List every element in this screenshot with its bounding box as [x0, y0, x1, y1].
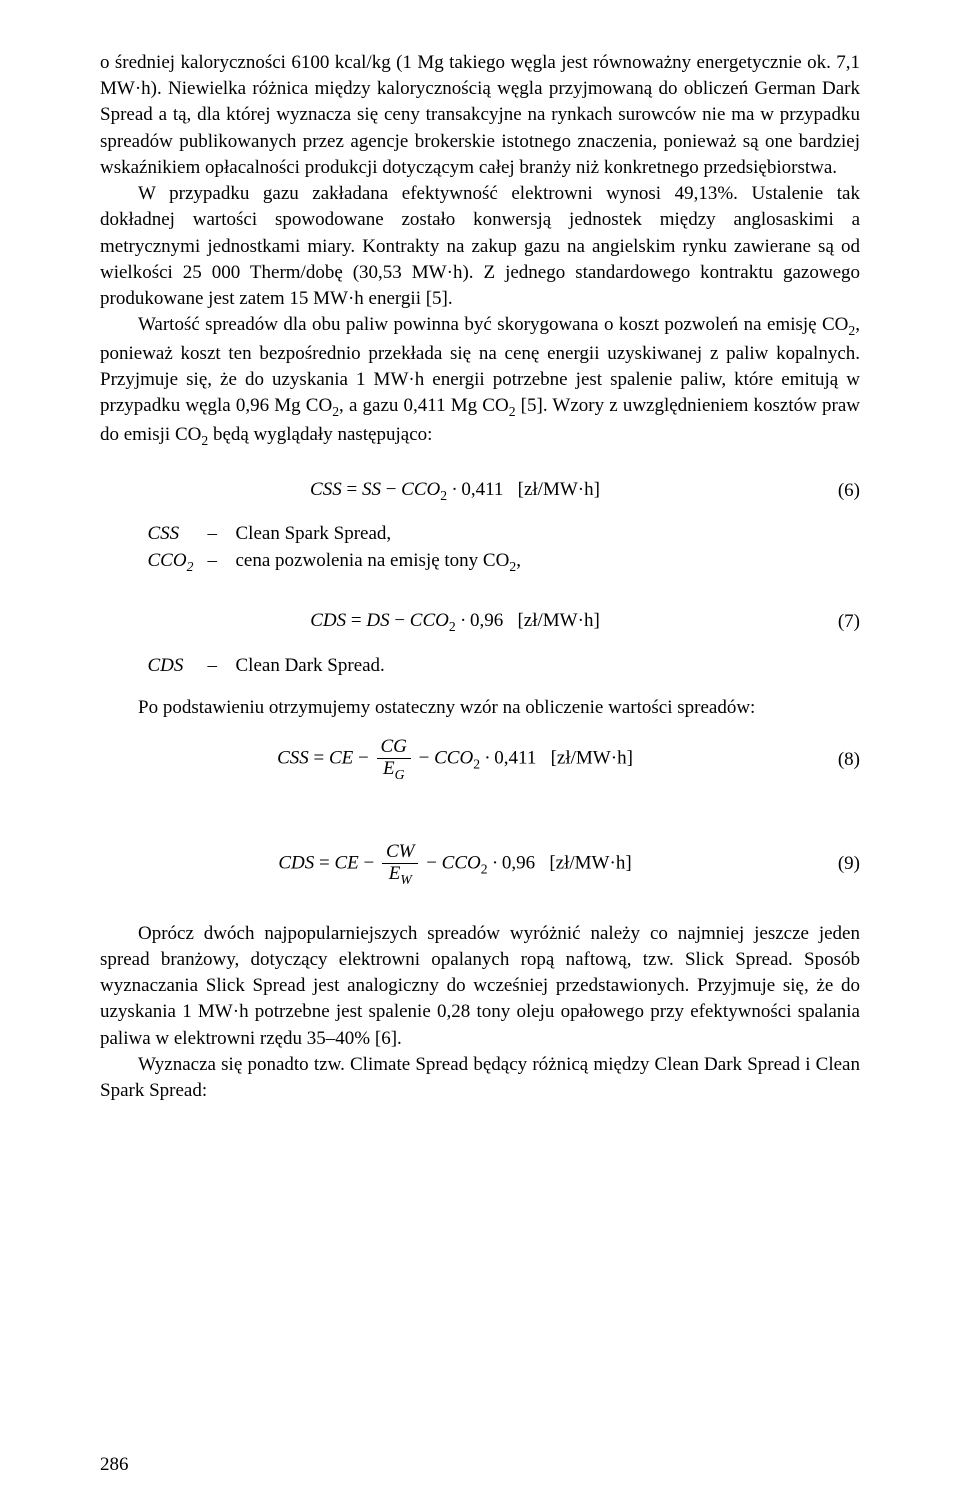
definition-list: CSS – Clean Spark Spread, CCO2 – cena po…: [148, 521, 861, 576]
equation-8: CSS = CE − CG EG − CCO2 · 0,411 [zł/MW·h…: [100, 737, 860, 782]
body-paragraph: Wartość spreadów dla obu paliw powinna b…: [100, 312, 860, 450]
body-paragraph: Po podstawieniu otrzymujemy ostateczny w…: [100, 695, 860, 721]
definition-symbol: CSS: [148, 521, 208, 547]
symbol-text: CCO: [148, 550, 187, 571]
definition-dash: –: [208, 653, 236, 679]
equation-number: (8): [810, 747, 860, 773]
equation-9: CDS = CE − CW EW − CCO2 · 0,96 [zł/MW·h]…: [100, 842, 860, 887]
page: o średniej kaloryczności 6100 kcal/kg (1…: [0, 0, 960, 1506]
equation-body: CDS = CE − CW EW − CCO2 · 0,96 [zł/MW·h]: [100, 842, 810, 887]
equation-unit: [zł/MW·h]: [517, 610, 599, 631]
fraction: CW EW: [382, 842, 419, 887]
page-number: 286: [100, 1452, 129, 1478]
definition-text: Clean Dark Spread.: [236, 653, 861, 679]
definition-row: CCO2 – cena pozwolenia na emisję tony CO…: [148, 548, 861, 577]
definition-list: CDS – Clean Dark Spread.: [148, 653, 861, 679]
equation-unit: [zł/MW·h]: [518, 479, 600, 500]
definition-row: CDS – Clean Dark Spread.: [148, 653, 861, 679]
equation-body: CDS = DS − CCO2 · 0,96 [zł/MW·h]: [100, 608, 810, 637]
text-run: będą wyglądały następująco:: [208, 424, 432, 445]
text-run: Wartość spreadów dla obu paliw powinna b…: [138, 314, 848, 335]
equation-body: CSS = SS − CCO2 · 0,411 [zł/MW·h]: [100, 477, 810, 506]
body-paragraph: Oprócz dwóch najpopularniejszych spreadó…: [100, 921, 860, 1052]
text-run: , a gazu 0,411 Mg CO: [339, 395, 509, 416]
text-run: cena pozwolenia na emisję tony CO: [236, 550, 510, 571]
equation-number: (6): [810, 478, 860, 504]
equation-7: CDS = DS − CCO2 · 0,96 [zł/MW·h] (7): [100, 608, 860, 637]
equation-6: CSS = SS − CCO2 · 0,411 [zł/MW·h] (6): [100, 477, 860, 506]
subscript: 2: [187, 558, 194, 573]
equation-body: CSS = CE − CG EG − CCO2 · 0,411 [zł/MW·h…: [100, 737, 810, 782]
body-paragraph: o średniej kaloryczności 6100 kcal/kg (1…: [100, 50, 860, 181]
body-paragraph: W przypadku gazu zakładana efektywność e…: [100, 181, 860, 312]
body-paragraph: Wyznacza się ponadto tzw. Climate Spread…: [100, 1052, 860, 1104]
equation-unit: [zł/MW·h]: [551, 748, 633, 769]
definition-row: CSS – Clean Spark Spread,: [148, 521, 861, 547]
definition-symbol: CCO2: [148, 548, 208, 577]
equation-number: (7): [810, 609, 860, 635]
definition-text: cena pozwolenia na emisję tony CO2,: [236, 548, 861, 577]
text-run: ,: [516, 550, 521, 571]
definition-dash: –: [208, 521, 236, 547]
definition-symbol: CDS: [148, 653, 208, 679]
definition-dash: –: [208, 548, 236, 574]
equation-unit: [zł/MW·h]: [549, 853, 631, 874]
subscript: 2: [509, 404, 516, 419]
definition-text: Clean Spark Spread,: [236, 521, 861, 547]
equation-number: (9): [810, 851, 860, 877]
fraction: CG EG: [377, 737, 411, 782]
